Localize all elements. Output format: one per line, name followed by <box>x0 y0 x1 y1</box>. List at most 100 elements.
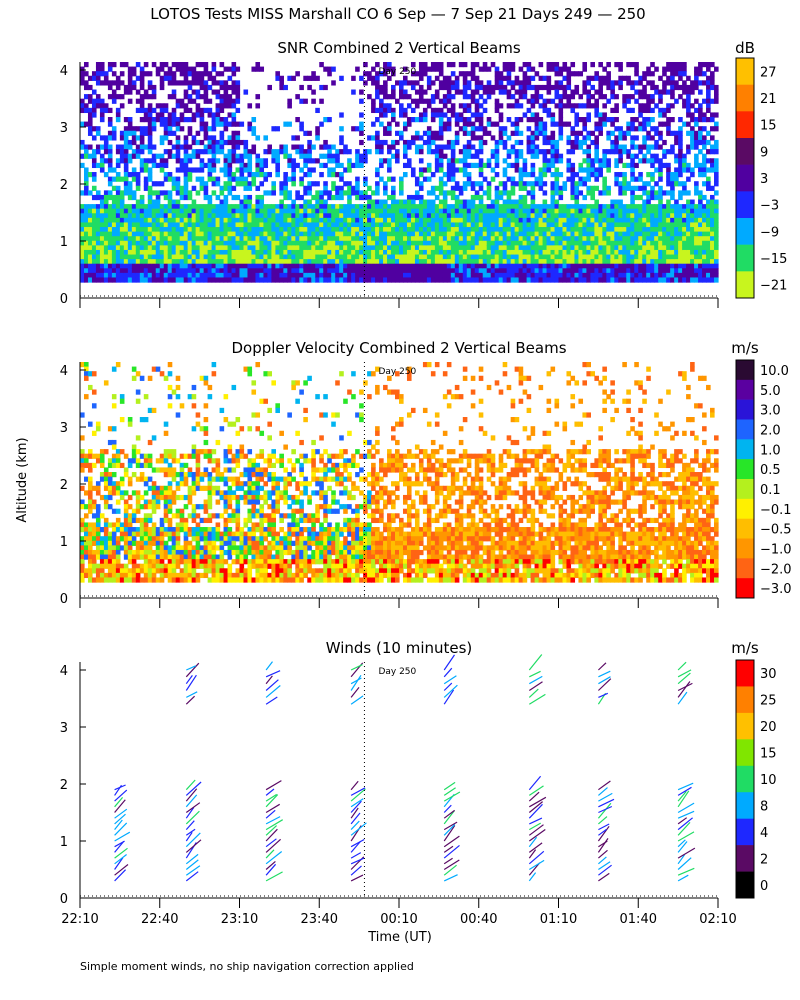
data-cell <box>235 272 241 279</box>
data-cell <box>518 272 524 279</box>
data-cell <box>155 213 161 219</box>
data-cell <box>690 272 695 279</box>
data-cell <box>450 245 456 251</box>
data-cell <box>522 254 528 260</box>
data-cell <box>251 268 257 274</box>
data-cell <box>578 94 584 100</box>
data-cell <box>319 268 324 274</box>
data-cell <box>199 121 205 127</box>
data-cell <box>315 240 320 246</box>
data-cell <box>151 227 157 233</box>
data-cell <box>275 272 280 279</box>
data-cell <box>167 277 173 283</box>
data-cell <box>602 190 607 196</box>
data-cell <box>554 62 560 68</box>
data-cell <box>550 98 556 104</box>
data-cell <box>450 194 456 201</box>
data-cell <box>147 144 153 150</box>
data-cell <box>426 84 432 91</box>
data-cell <box>430 117 436 123</box>
data-cell <box>131 268 137 274</box>
data-cell <box>271 263 276 269</box>
data-cell <box>391 217 396 224</box>
data-cell <box>247 268 253 274</box>
data-cell <box>514 227 520 233</box>
data-cell <box>107 213 113 219</box>
data-cell <box>682 249 687 256</box>
data-cell <box>498 217 504 224</box>
data-cell <box>402 249 408 256</box>
data-cell <box>514 103 520 109</box>
data-cell <box>159 245 165 251</box>
data-cell <box>518 204 524 210</box>
data-cell <box>327 217 332 224</box>
data-cell <box>171 227 177 233</box>
data-cell <box>426 222 432 228</box>
data-cell <box>315 245 320 251</box>
data-cell <box>638 231 643 237</box>
data-cell <box>267 277 272 283</box>
data-cell <box>143 107 149 114</box>
data-cell <box>586 158 591 164</box>
data-cell <box>562 75 568 81</box>
data-cell <box>494 204 500 210</box>
data-cell <box>534 222 540 228</box>
data-cell <box>399 217 404 224</box>
data-cell <box>590 158 595 164</box>
data-cell <box>510 190 516 196</box>
data-cell <box>534 240 540 246</box>
data-cell <box>626 231 631 237</box>
data-cell <box>482 240 488 246</box>
data-cell <box>367 236 372 242</box>
data-cell <box>91 231 97 237</box>
data-cell <box>287 75 292 81</box>
data-cell <box>235 167 241 173</box>
data-cell <box>450 222 456 228</box>
data-cell <box>526 149 532 155</box>
data-cell <box>279 240 284 246</box>
data-cell <box>654 277 659 283</box>
data-cell <box>566 135 572 141</box>
data-cell <box>534 217 540 224</box>
data-cell <box>558 268 564 274</box>
data-cell <box>331 236 336 242</box>
data-cell <box>458 103 464 109</box>
data-cell <box>534 249 540 256</box>
data-cell <box>458 213 464 219</box>
data-cell <box>482 89 488 95</box>
data-cell <box>287 208 292 214</box>
data-cell <box>590 208 595 214</box>
data-cell <box>478 80 484 86</box>
data-cell <box>247 153 253 159</box>
data-cell <box>135 135 141 141</box>
data-cell <box>111 217 117 224</box>
data-cell <box>550 240 556 246</box>
data-cell <box>107 84 113 91</box>
data-cell <box>183 107 189 114</box>
data-cell <box>367 194 372 201</box>
data-cell <box>315 126 320 132</box>
data-cell <box>107 245 113 251</box>
data-cell <box>450 144 456 150</box>
data-cell <box>634 231 639 237</box>
data-cell <box>315 107 320 114</box>
data-cell <box>263 268 269 274</box>
data-cell <box>554 103 560 109</box>
data-cell <box>502 236 508 242</box>
data-cell <box>211 121 217 127</box>
data-cell <box>87 263 93 269</box>
data-cell <box>634 268 639 274</box>
data-cell <box>199 80 205 86</box>
data-cell <box>662 112 667 118</box>
data-cell <box>175 236 181 242</box>
data-cell <box>402 94 408 100</box>
data-cell <box>299 204 304 210</box>
data-cell <box>307 208 312 214</box>
data-cell <box>315 222 320 228</box>
data-cell <box>474 236 480 242</box>
data-cell <box>123 126 129 132</box>
data-cell <box>694 98 699 104</box>
data-cell <box>155 236 161 242</box>
data-cell <box>151 259 157 265</box>
data-cell <box>442 194 448 201</box>
